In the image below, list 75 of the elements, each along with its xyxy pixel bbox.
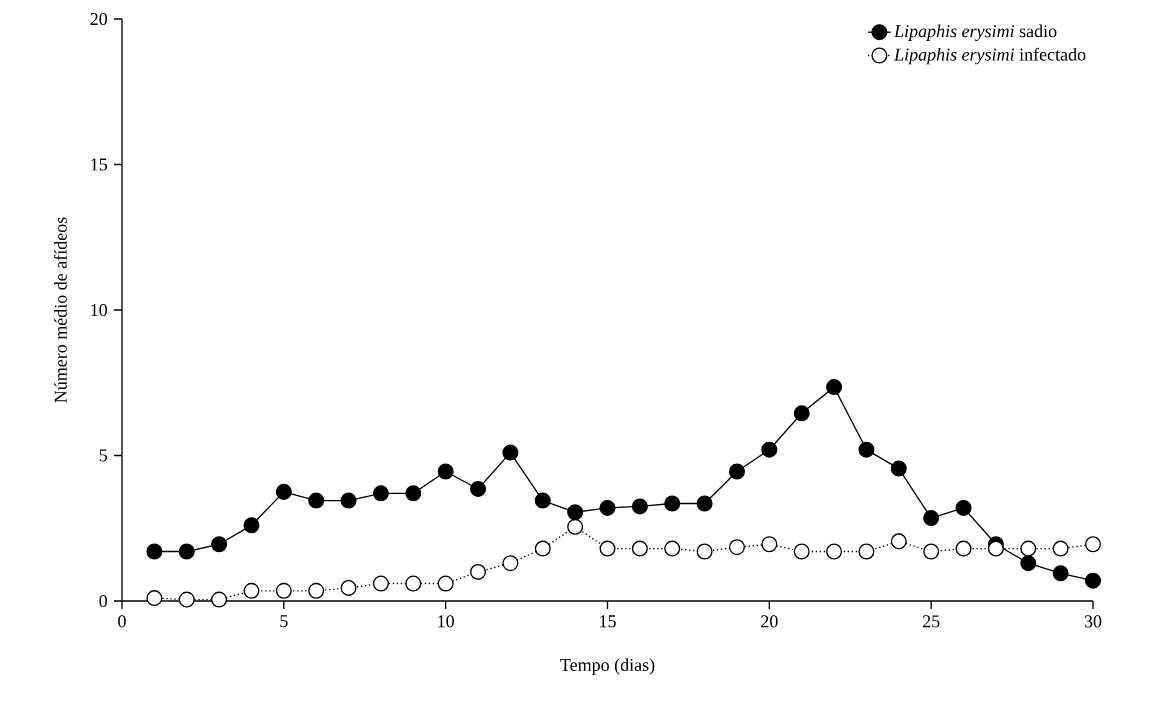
point	[631, 540, 648, 557]
point	[211, 536, 228, 553]
y-tick-label: 20	[90, 12, 108, 26]
point	[631, 498, 648, 515]
point	[1020, 540, 1037, 557]
point	[923, 510, 940, 527]
point	[1052, 565, 1069, 582]
point	[890, 460, 907, 477]
point	[534, 540, 551, 557]
point	[340, 492, 357, 509]
point	[340, 579, 357, 596]
point	[1085, 536, 1102, 553]
y-tick-label: 15	[91, 158, 108, 171]
point	[923, 543, 940, 560]
point	[793, 543, 810, 560]
point	[146, 590, 163, 607]
legend-label: Lipaphis erysimi sadio	[893, 24, 1057, 41]
point	[826, 543, 843, 560]
point	[243, 582, 260, 599]
y-tick-label: 0	[99, 594, 108, 608]
point	[987, 540, 1004, 557]
x-tick-label: 15	[600, 615, 616, 628]
point	[372, 575, 389, 592]
point	[664, 540, 681, 557]
point	[308, 492, 325, 509]
point	[372, 485, 389, 502]
y-axis-title: Número médio de afídeos	[53, 217, 67, 403]
x-tick-label: 0	[118, 615, 126, 628]
point	[858, 543, 875, 560]
point	[890, 533, 907, 550]
point	[599, 540, 616, 557]
point	[696, 543, 713, 560]
point	[275, 483, 292, 500]
point	[599, 499, 616, 516]
point	[664, 495, 681, 512]
point	[761, 441, 778, 458]
x-tick-label: 5	[280, 615, 288, 628]
point	[211, 591, 228, 608]
point	[178, 543, 195, 560]
point	[534, 492, 551, 509]
point	[696, 495, 713, 512]
point	[502, 444, 519, 461]
x-tick-label: 10	[438, 615, 454, 628]
point	[437, 575, 454, 592]
point	[567, 504, 584, 521]
x-tick-label: 20	[761, 615, 778, 628]
point	[793, 405, 810, 422]
legend-label: Lipaphis erysimi infectado	[893, 47, 1086, 65]
x-tick-label: 30	[1084, 615, 1102, 628]
point	[437, 463, 454, 480]
point	[728, 463, 745, 480]
point	[1020, 555, 1037, 572]
point	[146, 543, 163, 560]
point	[858, 441, 875, 458]
y-tick-label: 5	[99, 449, 108, 462]
point	[405, 485, 422, 502]
point	[567, 518, 584, 535]
x-axis-title: Tempo (dias)	[560, 658, 655, 675]
point	[1052, 540, 1069, 557]
point	[275, 582, 292, 599]
point	[470, 480, 487, 497]
point	[826, 379, 843, 396]
point	[405, 575, 422, 592]
point	[502, 555, 519, 572]
point	[955, 540, 972, 557]
point	[308, 582, 325, 599]
y-tick-label: 10	[91, 303, 108, 317]
point	[728, 539, 745, 556]
point	[1085, 572, 1102, 589]
point	[243, 517, 260, 534]
point	[761, 536, 778, 553]
point	[178, 591, 195, 608]
x-tick-label: 25	[922, 615, 940, 628]
point	[955, 499, 972, 516]
point	[470, 563, 487, 580]
